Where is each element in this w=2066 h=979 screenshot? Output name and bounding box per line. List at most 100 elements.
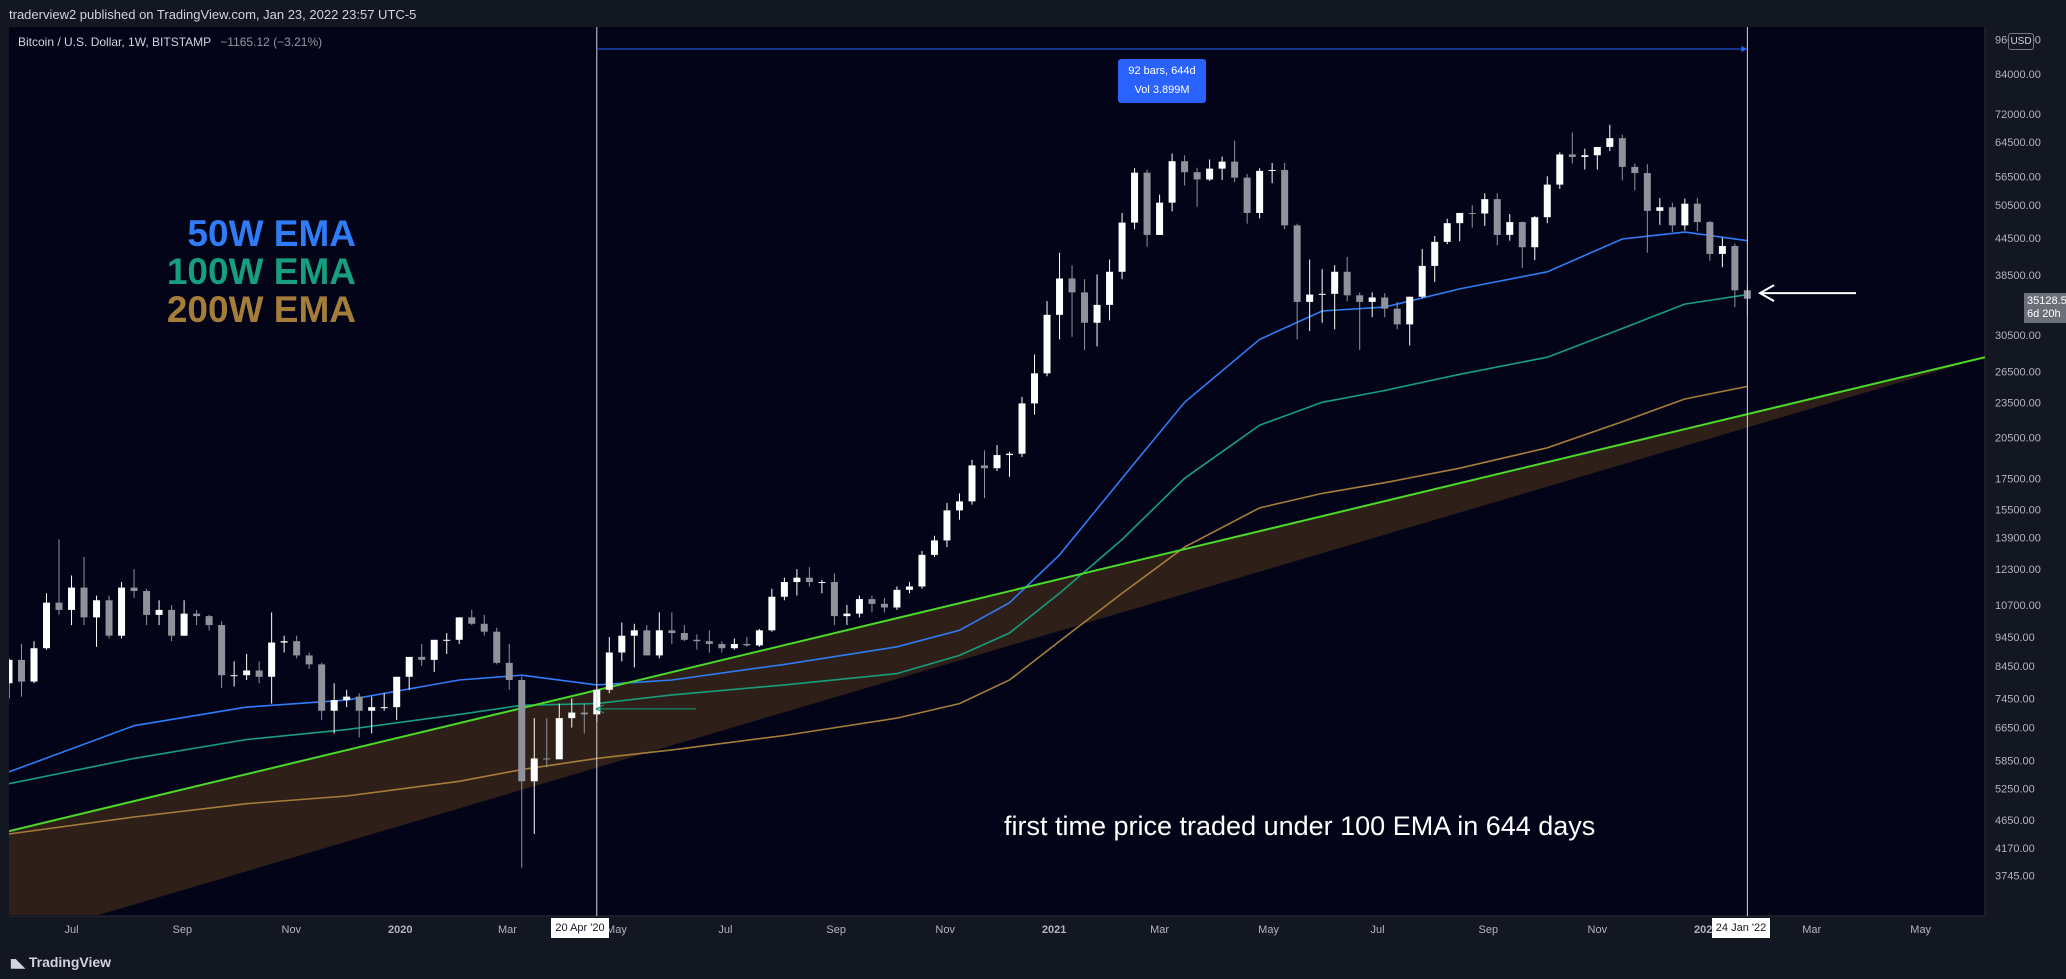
candle-body [1143, 172, 1151, 235]
candle-body [1118, 222, 1126, 272]
x-tick-label: Sep [173, 924, 193, 936]
y-tick-label: 50500.00 [1995, 200, 2041, 212]
candle-body [130, 587, 138, 591]
y-tick-label: 26500.00 [1995, 366, 2041, 378]
x-tick-label: Jul [718, 924, 732, 936]
candle-body [1081, 292, 1089, 323]
candle-body [843, 613, 851, 617]
candle-body [243, 670, 251, 676]
price-axis [1985, 27, 2066, 916]
candle-body [705, 641, 713, 644]
candle-body [280, 641, 288, 643]
ema-line-50 [9, 231, 1748, 773]
candle-body [505, 662, 513, 680]
ema-line-200 [9, 385, 1748, 835]
publish-header: traderview2 published on TradingView.com… [0, 0, 2066, 27]
candle-body [1181, 161, 1189, 173]
candle-body [218, 625, 226, 676]
tradingview-brand[interactable]: ▮◣ TradingView [10, 954, 111, 970]
candle-body [468, 617, 476, 624]
y-tick-label: 72000.00 [1995, 109, 2041, 121]
candle-body [1193, 172, 1201, 180]
candle-body [1381, 297, 1389, 309]
candle-body [205, 616, 213, 626]
currency-badge[interactable]: USD [2008, 33, 2034, 50]
candle-body [793, 577, 801, 583]
candle-body [1243, 177, 1251, 213]
candle-body [868, 599, 876, 604]
candle-body [55, 602, 63, 610]
candle-body [1331, 271, 1339, 294]
y-tick-label: 44500.00 [1995, 233, 2041, 245]
candle-body [368, 707, 376, 711]
candle-body [1543, 184, 1551, 218]
candle-body [1656, 207, 1664, 211]
y-tick-label: 3745.00 [1995, 871, 2035, 883]
candle-body [343, 696, 351, 701]
x-tick-label: Mar [1150, 924, 1169, 936]
candle-body [1206, 168, 1214, 180]
plot-layer [9, 124, 1985, 915]
symbol-title: Bitcoin / U.S. Dollar, 1W, BITSTAMP [18, 35, 211, 49]
y-tick-label: 6650.00 [1995, 723, 2035, 735]
y-tick-label: 13900.00 [1995, 533, 2041, 545]
candle-body [1643, 173, 1651, 211]
footer-bar: ▮◣ TradingView [0, 946, 2066, 979]
symbol-header: Bitcoin / U.S. Dollar, 1W, BITSTAMP −116… [18, 35, 322, 49]
candle-body [480, 623, 488, 632]
candle-body [993, 455, 1001, 469]
candle-body [780, 582, 788, 597]
x-tick-label: Sep [1479, 924, 1499, 936]
candle-body [980, 465, 988, 469]
candle-body [105, 600, 113, 636]
candle-body [380, 707, 388, 709]
candle-body [68, 587, 76, 610]
candle-body [443, 639, 451, 641]
candle-body [1343, 271, 1351, 296]
x-tick-label: Mar [498, 924, 517, 936]
measure-bars: 92 bars, 644d [1128, 65, 1196, 77]
candle-body [1731, 246, 1739, 291]
candle-body [1618, 138, 1626, 167]
x-tick-label: Jul [1371, 924, 1385, 936]
candle-body [568, 712, 576, 719]
candle-body [668, 630, 676, 634]
candle-body [1531, 217, 1539, 248]
candle-body [230, 675, 238, 677]
candle-body [893, 589, 901, 608]
candle-body [718, 643, 726, 649]
candle-body [318, 664, 326, 711]
y-tick-label: 5250.00 [1995, 784, 2035, 796]
candle-body [1593, 146, 1601, 156]
candle-body [118, 587, 126, 636]
x-tick-label: 2021 [1042, 924, 1066, 936]
y-tick-label: 9450.00 [1995, 632, 2035, 644]
candle-body [1218, 161, 1226, 169]
candle-body [1431, 241, 1439, 266]
candle-body [1581, 155, 1589, 157]
candle-body [1456, 212, 1464, 224]
candle-body [1281, 169, 1289, 226]
x-tick-label: May [606, 924, 627, 936]
candle-body [93, 600, 101, 618]
candle-body [855, 599, 863, 614]
x-tick-label: May [1258, 924, 1279, 936]
candle-body [918, 554, 926, 587]
y-tick-label: 64500.00 [1995, 137, 2041, 149]
y-tick-label: 23500.00 [1995, 397, 2041, 409]
publish-info: traderview2 published on TradingView.com… [9, 7, 417, 22]
candle-body [580, 712, 588, 715]
candle-body [680, 633, 688, 640]
candle-body [1481, 199, 1489, 214]
candle-body [930, 540, 938, 555]
brand-label: TradingView [28, 954, 112, 970]
candle-body [618, 635, 626, 653]
candle-body [418, 656, 426, 660]
candle-body [330, 700, 338, 711]
y-tick-label: 56500.00 [1995, 171, 2041, 183]
y-tick-label: 12300.00 [1995, 564, 2041, 576]
candle-body [818, 582, 826, 584]
candle-body [955, 501, 963, 511]
candle-body [493, 631, 501, 663]
candle-body [830, 582, 838, 617]
